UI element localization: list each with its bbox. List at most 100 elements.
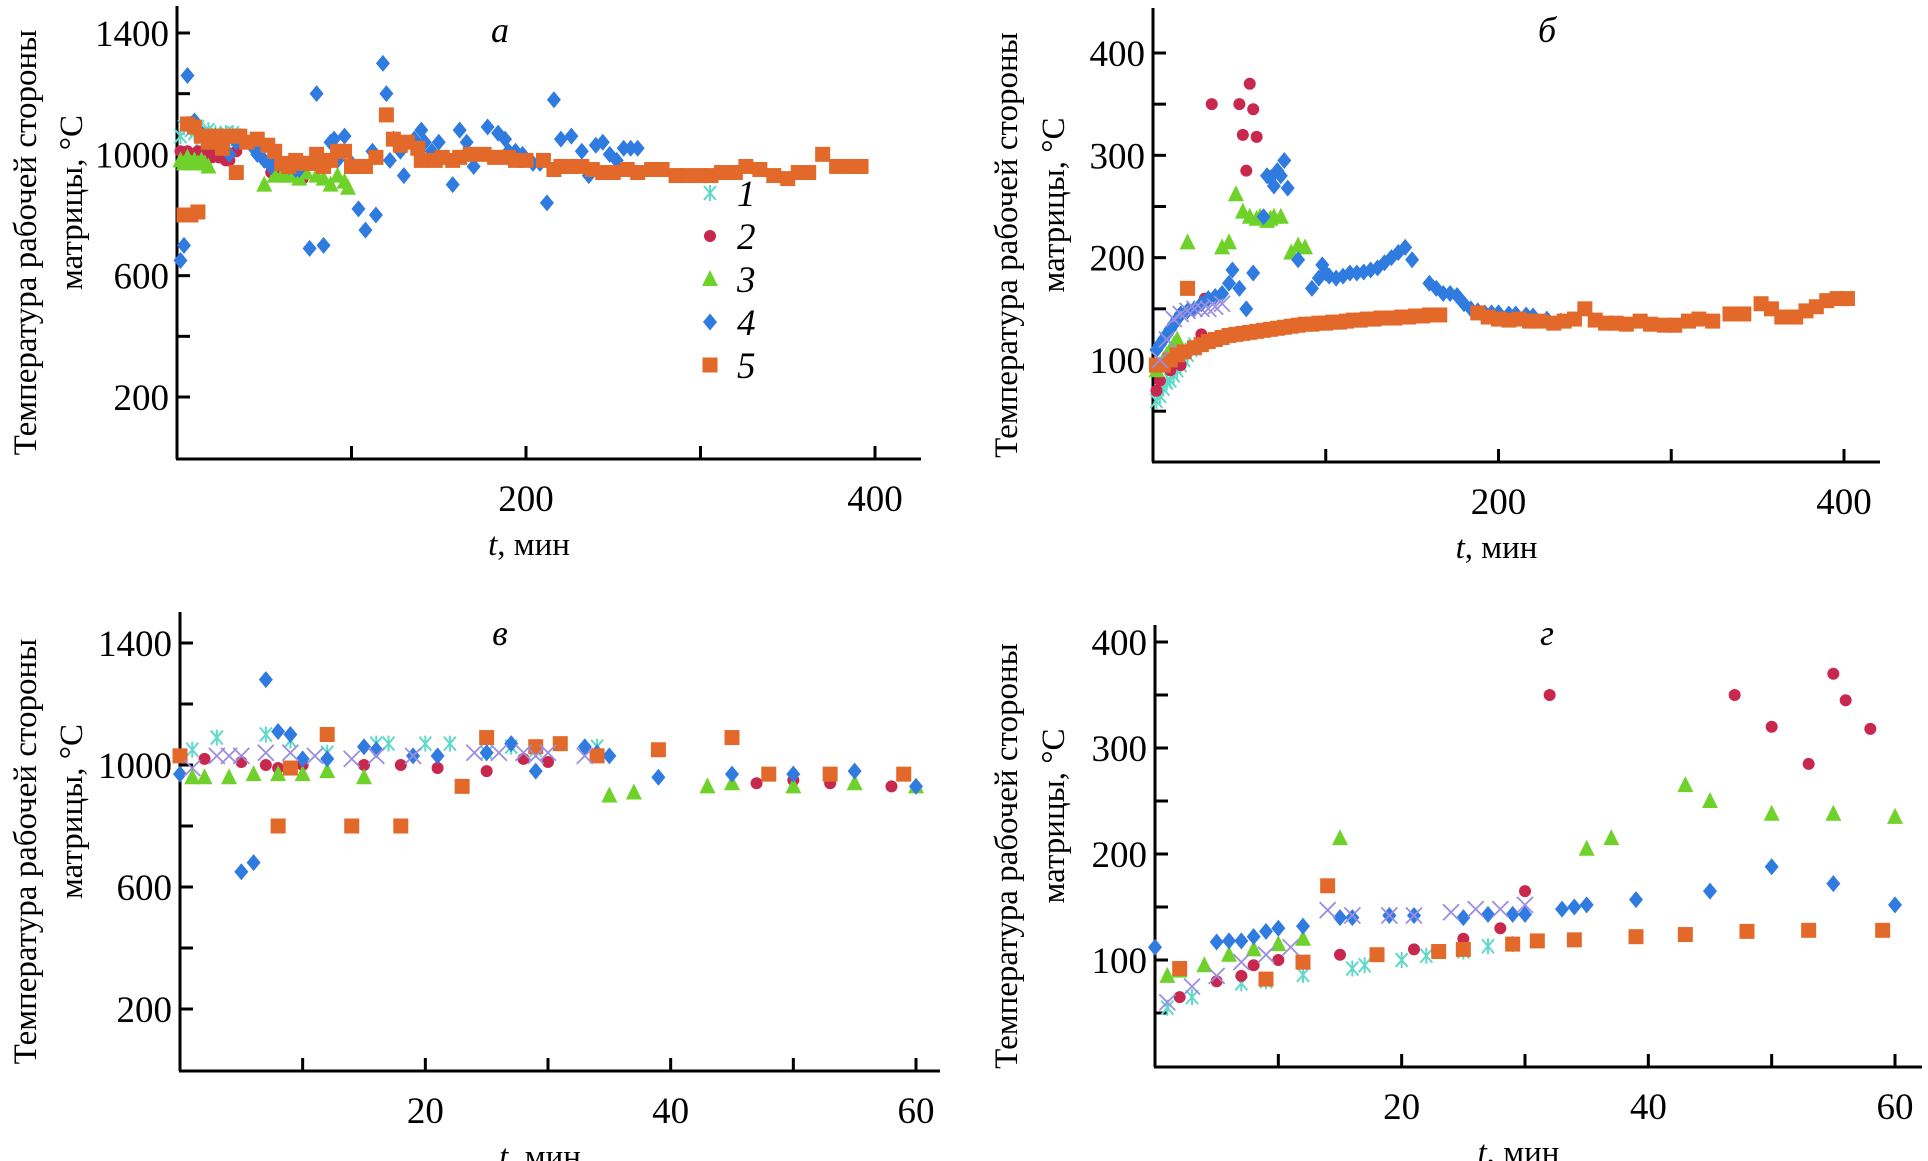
data-point [196, 768, 213, 785]
data-point [198, 752, 211, 765]
data-point [1332, 829, 1348, 846]
y-tick-label: 100 [1092, 941, 1148, 982]
data-point [1577, 301, 1593, 317]
data-point [315, 169, 332, 186]
data-point [207, 128, 223, 144]
data-point [210, 729, 224, 746]
data-point [650, 742, 666, 758]
panel-3: 200 600 1000 1400 20 40 60 t, мин Температура ра… [8, 612, 940, 1161]
data-point [452, 121, 467, 139]
data-point [316, 236, 331, 254]
data-point [1643, 316, 1659, 332]
data-point [1273, 167, 1288, 185]
x-axis-title: t, мин [488, 527, 570, 563]
data-point [176, 236, 191, 254]
y-axis-title-line2: матрицы, °С [1036, 729, 1072, 904]
data-point [1205, 98, 1218, 111]
data-point [327, 130, 342, 148]
data-point [356, 768, 372, 785]
data-point [1304, 279, 1319, 297]
data-point [1246, 264, 1261, 282]
data-point [1825, 804, 1842, 821]
data-point [443, 735, 457, 752]
data-point [319, 727, 335, 742]
data-point [465, 744, 484, 762]
data-point [306, 747, 324, 765]
data-point [1214, 238, 1231, 255]
data-point [539, 744, 557, 762]
data-point [1208, 967, 1226, 985]
data-point [1555, 900, 1569, 918]
data-point [1257, 946, 1275, 964]
data-point [232, 747, 250, 765]
data-point [329, 166, 346, 183]
data-point [1158, 330, 1176, 349]
panel-label: в [492, 613, 508, 653]
legend-marker [703, 313, 717, 331]
data-point [1240, 164, 1253, 177]
data-point [1369, 947, 1385, 963]
data-point [553, 130, 568, 148]
data-point [829, 158, 845, 174]
data-point [344, 818, 360, 834]
data-point [595, 133, 610, 151]
data-point [1802, 757, 1815, 770]
y-tick-label: 600 [117, 868, 173, 909]
data-point [846, 774, 863, 791]
data-point [528, 762, 543, 780]
data-point [1705, 313, 1721, 329]
data-point [1173, 991, 1186, 1004]
data-point [302, 239, 317, 257]
data-point [1148, 938, 1162, 956]
data-point [1491, 900, 1509, 918]
data-point [1247, 959, 1260, 972]
data-point [257, 744, 275, 762]
data-point [1516, 896, 1534, 914]
x-axis-title: t, мин [499, 1139, 581, 1161]
data-point [1566, 932, 1582, 948]
series-3 [184, 762, 924, 803]
data-point [1432, 307, 1448, 323]
panel-2: 100 200 300 400 200 400 t, мин Температура рабо… [989, 8, 1880, 566]
data-point [479, 744, 494, 762]
data-point [375, 54, 390, 72]
data-point [173, 252, 188, 269]
x-axis-unit: , мин [1487, 1135, 1560, 1161]
data-point [258, 671, 273, 689]
data-point [1235, 969, 1248, 982]
data-point [574, 142, 589, 160]
data-point [786, 765, 801, 783]
data-point [1225, 261, 1240, 279]
data-point [576, 747, 594, 765]
data-point [589, 748, 605, 764]
x-tick-label: 40 [652, 1091, 689, 1132]
data-point [431, 762, 444, 775]
x-axis-unit: , мин [497, 527, 570, 563]
data-point [172, 748, 188, 764]
data-point [1774, 309, 1790, 325]
data-point [542, 755, 554, 768]
data-point [1239, 300, 1254, 318]
data-point [1272, 207, 1289, 224]
data-point [679, 168, 695, 184]
data-point [1667, 317, 1683, 333]
y-axis-title-line1: Температура рабочей стороны [989, 643, 1025, 1069]
data-point [654, 162, 670, 177]
data-point [564, 127, 579, 145]
data-point [200, 157, 217, 174]
y-axis-title-line2: матрицы, °С [1036, 118, 1072, 293]
data-point [1258, 971, 1274, 987]
series-3 [172, 148, 357, 195]
data-point [378, 107, 394, 123]
data-point [1199, 300, 1217, 318]
data-point [1291, 251, 1306, 269]
data-point [270, 765, 287, 782]
data-point [1875, 922, 1891, 938]
data-point [1579, 896, 1594, 914]
data-point [1209, 933, 1224, 951]
data-point [271, 722, 286, 740]
series-6 [183, 744, 594, 777]
data-point [343, 750, 361, 768]
